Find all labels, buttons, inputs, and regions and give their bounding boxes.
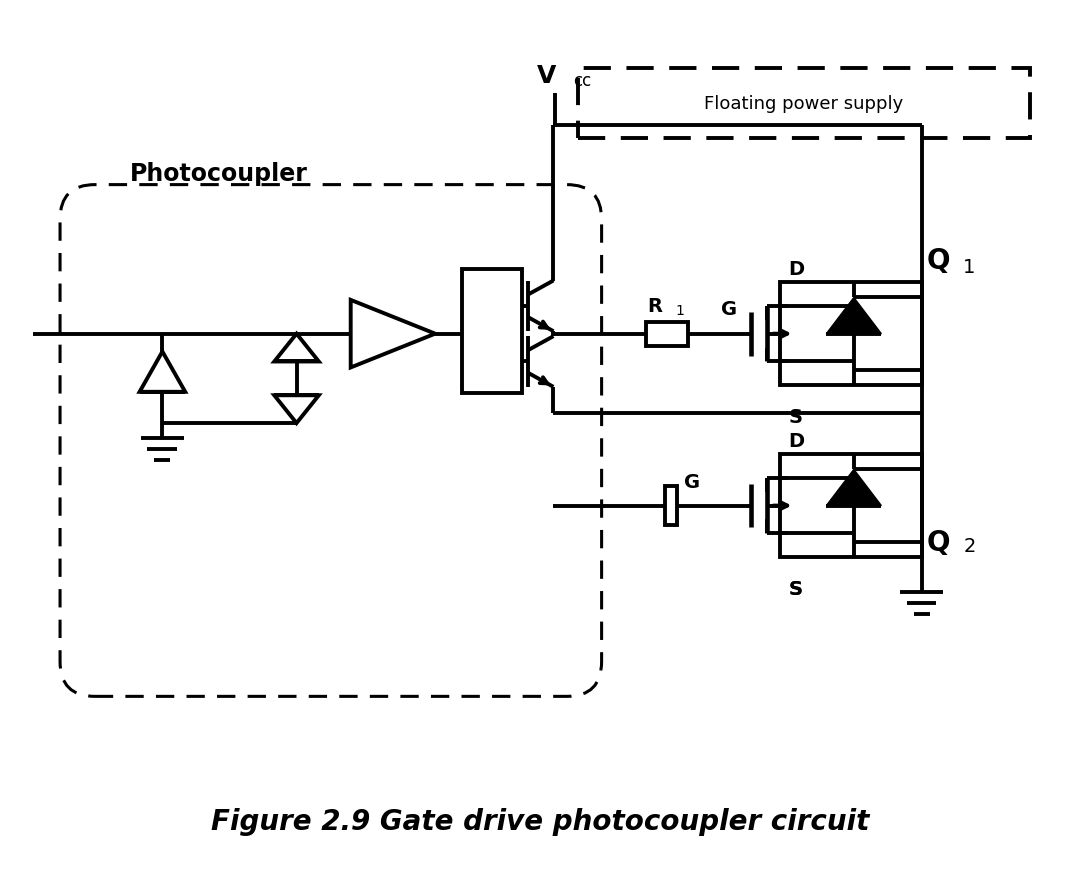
Bar (781, 455, 921, 558)
Text: G: G (720, 299, 737, 319)
Text: Floating power supply: Floating power supply (704, 95, 904, 113)
Text: R: R (647, 297, 662, 315)
Text: G: G (684, 472, 700, 491)
Text: 1: 1 (675, 304, 684, 318)
Text: V: V (537, 64, 556, 88)
Polygon shape (826, 299, 881, 335)
Text: S: S (788, 407, 802, 427)
Text: D: D (788, 431, 805, 450)
Text: Photocoupler: Photocoupler (130, 162, 308, 185)
Bar (462, 270, 522, 394)
Text: cc: cc (572, 72, 591, 90)
Text: 2: 2 (963, 536, 975, 555)
Text: S: S (788, 579, 802, 599)
Text: 1: 1 (963, 258, 975, 277)
Text: Q: Q (927, 529, 950, 557)
Bar (646, 322, 688, 346)
Text: S: S (788, 579, 802, 599)
Bar (781, 283, 921, 386)
Text: Q: Q (927, 247, 950, 275)
Text: D: D (788, 260, 805, 278)
Text: Figure 2.9 Gate drive photocoupler circuit: Figure 2.9 Gate drive photocoupler circu… (211, 807, 869, 835)
Polygon shape (826, 470, 881, 506)
Bar (665, 486, 677, 526)
